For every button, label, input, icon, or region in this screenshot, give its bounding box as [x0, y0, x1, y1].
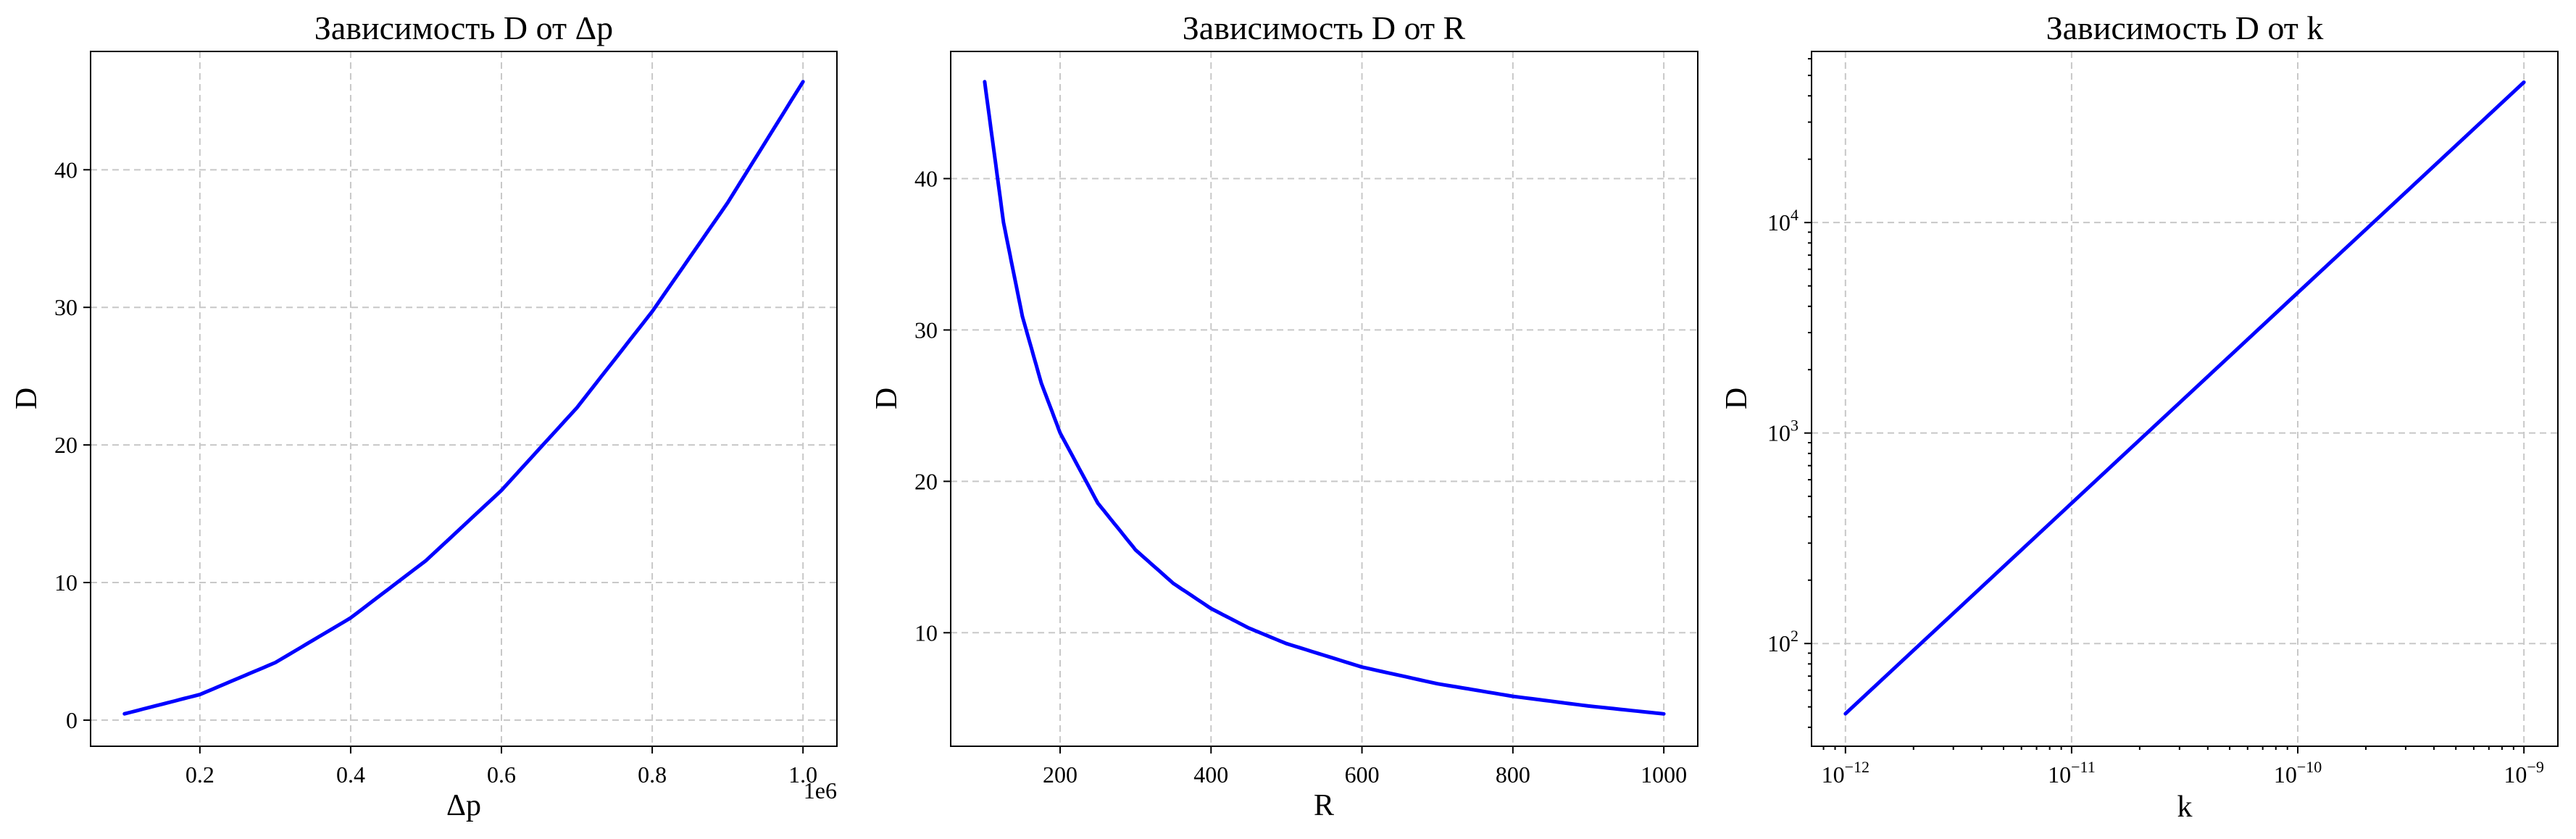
y-axis: 102 103 104 [1767, 58, 1812, 728]
x-tick-label: 0.4 [336, 761, 365, 788]
plot-series [122, 80, 805, 716]
plot-area-frame [1811, 51, 2559, 747]
series-line [1843, 80, 2526, 716]
x-tick-label: 10−9 [2504, 758, 2543, 788]
chart-panel-1: 0.2 0.4 0.6 0.8 1.0 0 10 20 30 40 Зависимость D … [10, 9, 838, 822]
x-tick-label: 10−11 [2048, 758, 2096, 788]
plot-area-frame [950, 51, 1698, 747]
y-axis-label: D [870, 388, 904, 409]
y-axis-label: D [10, 388, 43, 409]
x-axis: 200 400 600 800 1000 [1043, 746, 1687, 788]
x-tick-label: 10−12 [1822, 758, 1870, 788]
plot-area-frame [90, 51, 838, 747]
x-tick-label: 800 [1496, 761, 1530, 788]
x-tick-label: 1000 [1641, 761, 1687, 788]
y-tick-label: 10 [54, 569, 78, 596]
x-axis-label: R [1314, 789, 1334, 822]
y-tick-label: 103 [1767, 417, 1798, 446]
plot-series [983, 80, 1666, 716]
y-axis: 10 20 30 40 [914, 166, 951, 646]
y-tick-label: 40 [54, 156, 78, 183]
y-axis: 0 10 20 30 40 [54, 156, 91, 733]
y-tick-label: 20 [54, 432, 78, 458]
y-tick-label: 30 [914, 317, 938, 343]
x-axis: 10−12 10−11 10−10 10−9 [1822, 746, 2544, 788]
plot-series [1843, 80, 2526, 716]
y-tick-label: 104 [1767, 206, 1798, 235]
chart-title: Зависимость D от k [2046, 9, 2324, 46]
y-tick-label: 20 [914, 468, 938, 494]
x-axis-label: k [2177, 790, 2193, 824]
x-axis-label: Δp [446, 789, 481, 822]
y-tick-label: 30 [54, 294, 78, 320]
x-tick-label: 400 [1193, 761, 1228, 788]
x-tick-label: 600 [1345, 761, 1380, 788]
y-tick-label: 102 [1767, 627, 1798, 656]
y-axis-label: D [1720, 388, 1754, 409]
grid [951, 51, 1698, 746]
y-tick-label: 0 [66, 707, 78, 733]
x-tick-label: 0.2 [186, 761, 214, 788]
x-tick-label: 200 [1043, 761, 1077, 788]
grid [1812, 51, 2558, 746]
chart-title: Зависимость D от R [1183, 9, 1466, 46]
x-tick-label: 10−10 [2274, 758, 2322, 788]
chart-title: Зависимость D от Δp [314, 9, 613, 46]
x-tick-label: 0.6 [487, 761, 516, 788]
grid [91, 51, 837, 746]
x-axis: 0.2 0.4 0.6 0.8 1.0 [186, 746, 817, 788]
y-tick-label: 10 [914, 619, 938, 646]
chart-panel-2: 200 400 600 800 1000 10 20 30 40 Зависимость D … [870, 9, 1698, 822]
y-tick-label: 40 [914, 166, 938, 192]
series-line [122, 80, 805, 716]
x-axis-offset-label: 1e6 [804, 777, 837, 803]
x-tick-label: 0.8 [638, 761, 667, 788]
series-line [983, 80, 1666, 716]
chart-panel-3: 10−12 10−11 10−10 10−9 102 103 104 Зависимост… [1720, 9, 2559, 824]
x-tick-label: 1.0 [788, 761, 817, 788]
